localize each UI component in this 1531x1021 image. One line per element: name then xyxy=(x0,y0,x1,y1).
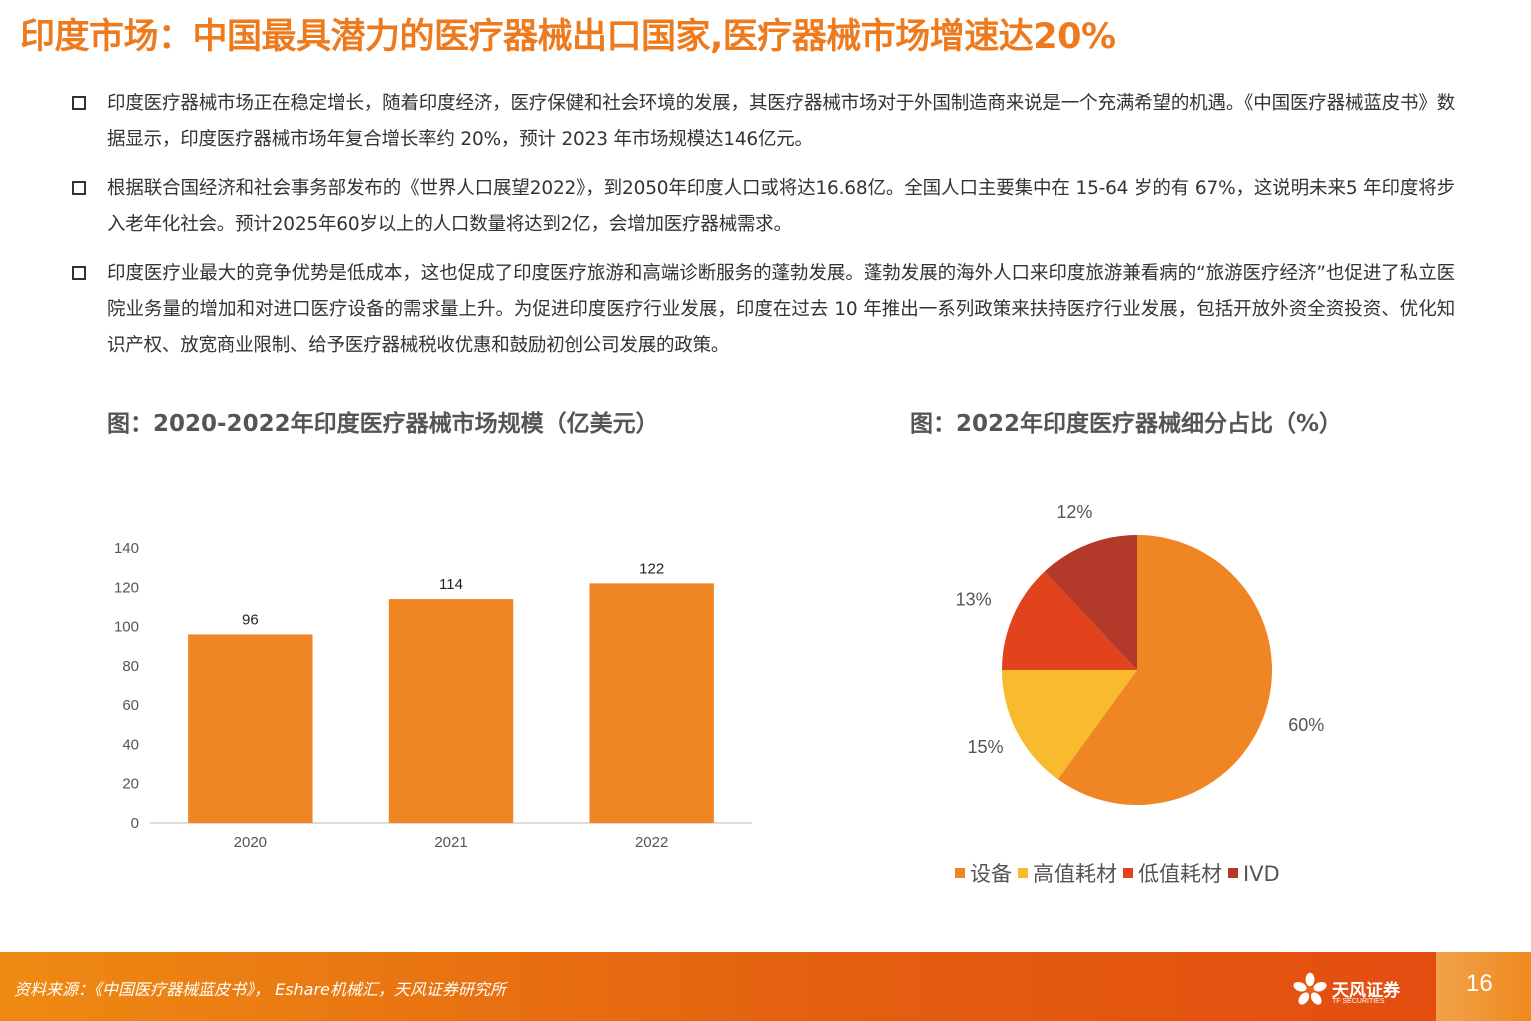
pie-slice xyxy=(1002,571,1137,670)
bullet-list: 印度医疗器械市场正在稳定增长，随着印度经济，医疗保健和社会环境的发展，其医疗器械… xyxy=(70,86,1455,377)
pie-slice xyxy=(1044,535,1137,670)
square-bullet-icon xyxy=(72,96,86,110)
pie-slice xyxy=(1057,535,1272,805)
pie-slice-label: 13% xyxy=(956,589,992,609)
legend-label: 低值耗材 xyxy=(1138,862,1222,886)
brand-name: 天风证券 xyxy=(1332,981,1400,1001)
pie-slice xyxy=(1002,670,1137,780)
pie-chart: 60% 15% 13% 12% xyxy=(956,502,1324,805)
bar-value-label: 96 xyxy=(242,611,259,628)
x-tick-label: 2021 xyxy=(434,834,467,851)
x-tick-label: 2022 xyxy=(635,834,668,851)
bar xyxy=(188,634,313,823)
y-tick-label: 80 xyxy=(122,658,139,675)
source-note: 资料来源：《中国医疗器械蓝皮书》， Eshare机械汇，天风证券研究所 xyxy=(14,980,506,999)
legend-swatch xyxy=(1123,868,1133,878)
legend-item: 设备 xyxy=(955,858,1012,888)
y-tick-label: 60 xyxy=(122,697,139,714)
square-bullet-icon xyxy=(72,181,86,195)
x-tick-label: 2020 xyxy=(234,834,267,851)
page-number: 16 xyxy=(1466,970,1493,997)
legend-swatch xyxy=(955,868,965,878)
pie-slice-label: 60% xyxy=(1288,715,1324,735)
page-number-block xyxy=(1436,952,1531,1021)
legend-label: 高值耗材 xyxy=(1033,862,1117,886)
legend-swatch xyxy=(1018,868,1028,878)
bar xyxy=(388,599,514,823)
bar-chart: 0 20 40 60 80 100 120 140 96 2020 114 2021 122 2022 xyxy=(114,540,752,851)
legend-swatch xyxy=(1228,868,1238,878)
y-tick-label: 100 xyxy=(114,619,139,636)
flower-logo-icon xyxy=(1293,972,1327,1005)
pie-slice-label: 15% xyxy=(968,737,1004,757)
bullet-text: 根据联合国经济和社会事务部发布的《世界人口展望2022》，到2050年印度人口或… xyxy=(107,178,1455,235)
footer-bar: 资料来源：《中国医疗器械蓝皮书》， Eshare机械汇，天风证券研究所 天风证券… xyxy=(0,952,1531,1021)
bar xyxy=(589,583,714,823)
bullet-text: 印度医疗器械市场正在稳定增长，随着印度经济，医疗保健和社会环境的发展，其医疗器械… xyxy=(107,93,1455,150)
bullet-item: 印度医疗器械市场正在稳定增长，随着印度经济，医疗保健和社会环境的发展，其医疗器械… xyxy=(70,86,1455,158)
bullet-item: 印度医疗业最大的竞争优势是低成本，这也促成了印度医疗旅游和高端诊断服务的蓬勃发展… xyxy=(70,256,1455,364)
legend-label: IVD xyxy=(1243,862,1280,886)
square-bullet-icon xyxy=(72,266,86,280)
bullet-text: 印度医疗业最大的竞争优势是低成本，这也促成了印度医疗旅游和高端诊断服务的蓬勃发展… xyxy=(107,263,1455,356)
y-tick-label: 0 xyxy=(131,815,139,832)
brand-name-en: TF SECURITIES xyxy=(1332,998,1385,1005)
y-tick-label: 20 xyxy=(122,776,139,793)
bar-chart-title: 图：2020-2022年印度医疗器械市场规模（亿美元） xyxy=(107,411,659,437)
bullet-item: 根据联合国经济和社会事务部发布的《世界人口展望2022》，到2050年印度人口或… xyxy=(70,171,1455,243)
brand-logo: 天风证券 TF SECURITIES xyxy=(1292,972,1400,1012)
y-tick-label: 40 xyxy=(122,736,139,753)
page-title: 印度市场：中国最具潜力的医疗器械出口国家,医疗器械市场增速达20% xyxy=(20,17,1116,57)
pie-slice-label: 12% xyxy=(1056,502,1092,522)
bar-value-label: 122 xyxy=(639,560,664,577)
y-tick-label: 140 xyxy=(114,540,139,557)
bar-value-label: 114 xyxy=(439,576,463,593)
pie-chart-title: 图：2022年印度医疗器械细分占比（%） xyxy=(910,411,1343,437)
pie-legend: 设备 高值耗材 低值耗材 IVD xyxy=(955,858,1286,888)
legend-item: 低值耗材 xyxy=(1123,858,1222,888)
legend-label: 设备 xyxy=(970,862,1012,886)
legend-item: IVD xyxy=(1228,862,1280,886)
y-tick-label: 120 xyxy=(114,579,139,596)
legend-item: 高值耗材 xyxy=(1018,858,1117,888)
